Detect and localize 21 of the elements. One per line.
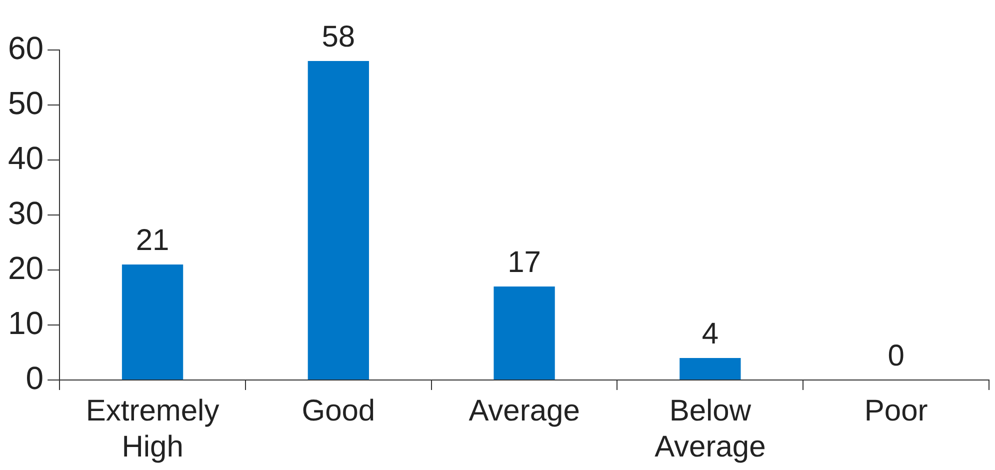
y-tick-label: 60 — [8, 30, 44, 66]
y-tick-label: 0 — [26, 360, 44, 396]
x-tick-label: Extremely High — [86, 394, 220, 464]
y-tick-label: 10 — [8, 304, 44, 341]
x-tick-label: Poor — [864, 394, 928, 428]
data-label: 17 — [508, 246, 541, 279]
y-tick-label: 20 — [8, 250, 44, 286]
x-tick-label: Average — [468, 394, 580, 428]
x-tick-label: Below Average — [654, 394, 766, 464]
bar — [308, 61, 369, 380]
bar — [494, 286, 555, 380]
y-tick-label: 30 — [8, 194, 44, 231]
bar — [680, 358, 741, 380]
data-label: 4 — [702, 317, 719, 350]
data-label: 21 — [136, 224, 170, 257]
x-tick-label: Good — [302, 394, 376, 428]
bar — [122, 264, 184, 380]
data-label: 0 — [888, 339, 904, 372]
data-label: 58 — [322, 20, 356, 54]
y-tick-label: 40 — [8, 140, 44, 176]
y-tick-label: 50 — [8, 84, 44, 121]
